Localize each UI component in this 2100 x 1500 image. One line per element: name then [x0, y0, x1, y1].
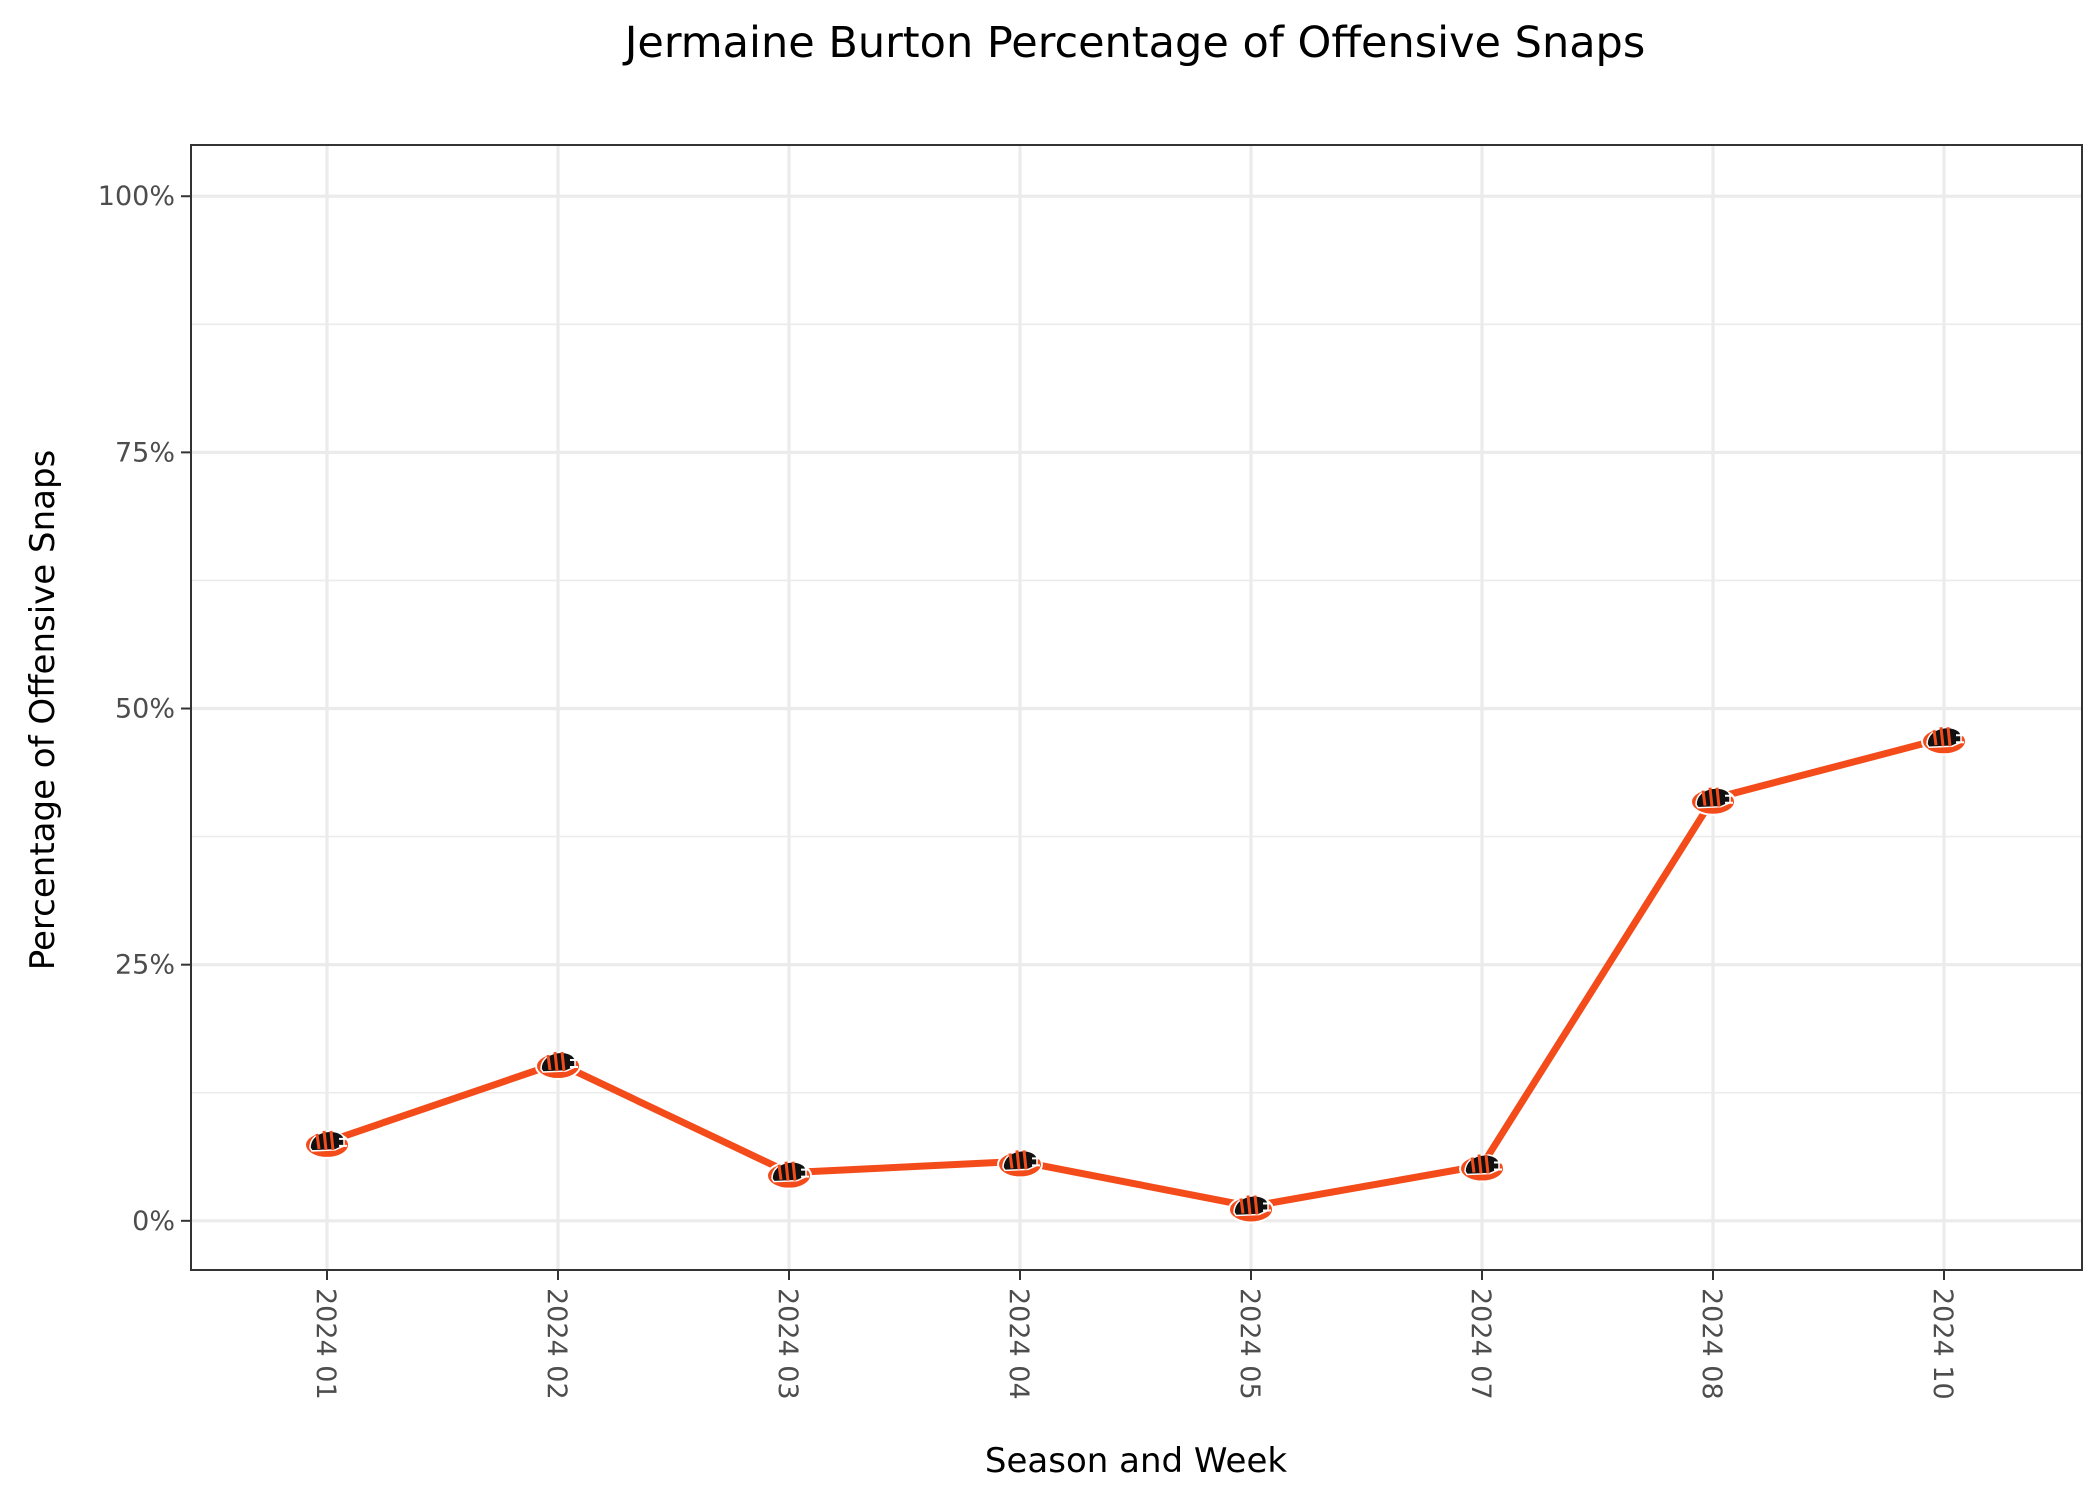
y-tick-label: 75%	[115, 437, 175, 468]
y-axis: 0% 25% 50% 75% 100%	[98, 181, 191, 1237]
x-tick-label: 2024 05	[1234, 1288, 1265, 1400]
x-tick-label: 2024 01	[310, 1288, 341, 1400]
y-tick-label: 100%	[98, 181, 175, 212]
helmet-stripes	[1470, 1154, 1490, 1174]
x-tick-label: 2024 04	[1003, 1288, 1034, 1400]
series-line	[325, 734, 1945, 1210]
gridlines	[191, 145, 2082, 1270]
helmet-stripes	[1239, 1195, 1259, 1215]
data-point-marker	[304, 1130, 350, 1159]
plot-panel-border	[190, 144, 2083, 1271]
helmet-stripes	[1932, 727, 1952, 747]
x-tick-label: 2024 07	[1465, 1288, 1496, 1400]
x-tick-label: 2024 02	[541, 1288, 572, 1400]
x-tick-label: 2024 03	[772, 1288, 803, 1400]
helmet-stripes	[777, 1161, 797, 1181]
x-axis-title: Season and Week	[985, 1441, 1287, 1481]
helmet-stripes	[546, 1051, 566, 1072]
data-point-marker	[535, 1051, 581, 1081]
helmet-facemask	[339, 1137, 347, 1147]
x-axis: 2024 01 2024 02 2024 03 2024 04 2024 05 2024 …	[310, 1270, 1958, 1400]
helmet-facemask	[1032, 1157, 1040, 1167]
data-markers	[304, 726, 1967, 1224]
helmet-facemask	[801, 1168, 809, 1178]
helmet-stripes	[1008, 1150, 1028, 1170]
data-point-marker	[1459, 1154, 1505, 1183]
data-point-marker	[1690, 787, 1736, 816]
y-tick-label: 25%	[115, 950, 175, 981]
data-point-marker	[1921, 726, 1967, 756]
helmet-facemask	[570, 1059, 578, 1069]
helmet-facemask	[1725, 794, 1733, 804]
series-line-group	[325, 734, 1945, 1210]
data-point-marker	[766, 1161, 812, 1190]
chart-title: Jermaine Burton Percentage of Offensive …	[622, 18, 1646, 68]
x-tick-label: 2024 10	[1927, 1288, 1958, 1400]
data-point-marker	[997, 1149, 1043, 1179]
helmet-facemask	[1956, 734, 1964, 744]
y-axis-title: Percentage of Offensive Snaps	[23, 450, 63, 971]
helmet-stripes	[315, 1130, 335, 1151]
x-tick-label: 2024 08	[1696, 1288, 1727, 1400]
helmet-stripes	[1701, 787, 1721, 807]
helmet-facemask	[1263, 1202, 1271, 1212]
y-tick-label: 0%	[132, 1206, 175, 1237]
data-point-marker	[1228, 1195, 1274, 1224]
y-tick-label: 50%	[115, 694, 175, 725]
helmet-facemask	[1494, 1161, 1502, 1171]
